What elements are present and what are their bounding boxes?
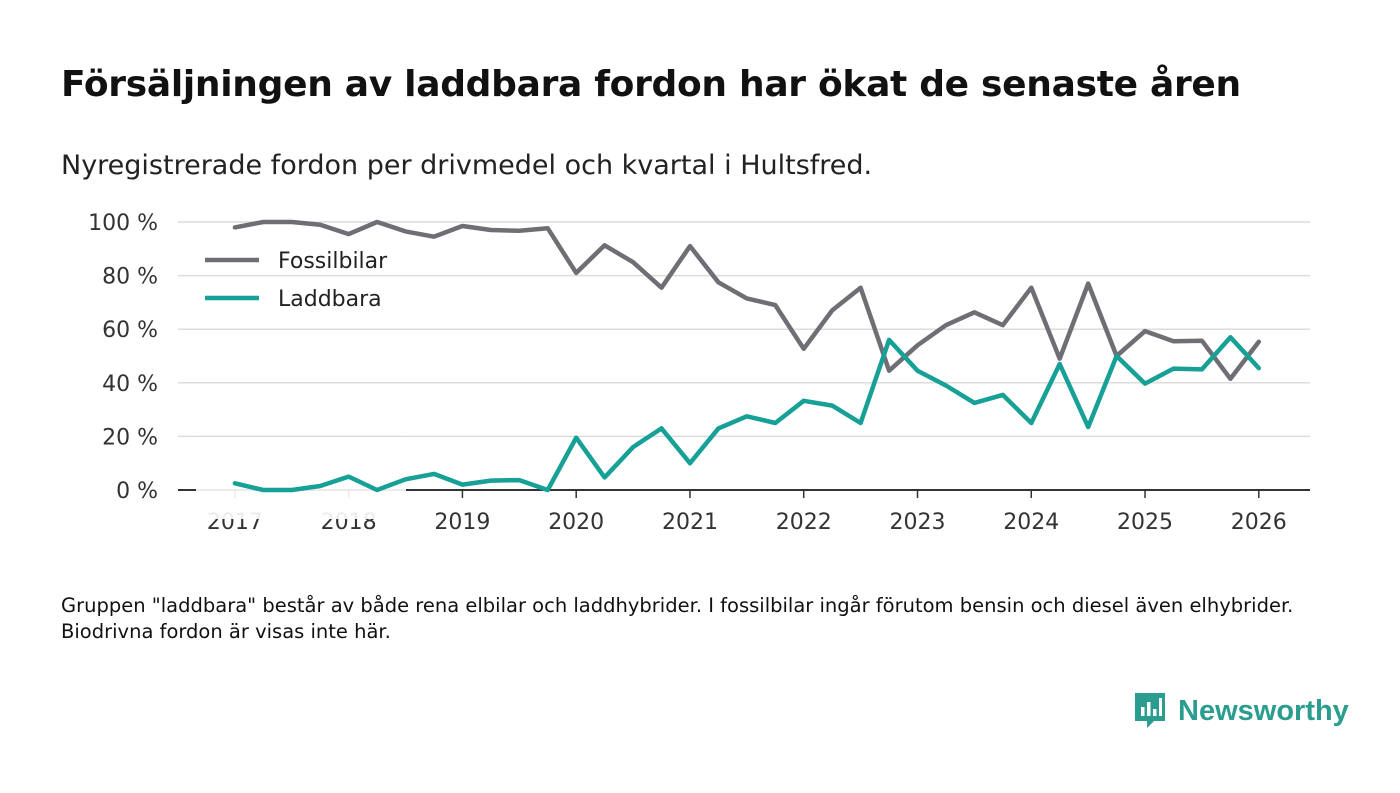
x-tick-label: 2020 [548,510,604,535]
series-line-fossilbilar [232,219,1262,382]
series-line-laddbara [232,334,1262,493]
chart-subtitle: Nyregistrerade fordon per drivmedel och … [61,150,873,181]
x-tick-label: 2021 [662,510,718,535]
x-tick-label: 2025 [1117,510,1173,535]
y-tick-label: 60 % [102,318,158,343]
legend-label-fossilbilar: Fossilbilar [278,249,388,274]
x-tick-label: 2019 [434,510,490,535]
grid-layer [178,221,1310,438]
legend [196,437,406,519]
legend-label-laddbara: Laddbara [278,287,382,312]
x-tick-label: 2023 [889,510,945,535]
newsworthy-logo-icon [1135,693,1165,728]
brand[interactable]: Newsworthy [1132,690,1349,732]
brand-name: Newsworthy [1178,694,1349,727]
line-chart: 0 %20 %40 %60 %80 %100 %2017 2018 2019 2020… [88,211,1310,535]
series-layer [232,219,1262,493]
x-tick-label: 2024 [1003,510,1059,535]
y-tick-label: 80 % [102,265,158,290]
legend-background [196,437,406,519]
footnote: Gruppen "laddbara" består av både rena e… [61,594,1294,643]
y-tick-label: 100 % [88,211,158,236]
x-tick-label: 2022 [776,510,832,535]
y-tick-label: 20 % [102,425,158,450]
legend-items: Fossilbilar Laddbara [205,249,388,312]
y-tick-label: 40 % [102,372,158,397]
y-tick-label: 0 % [116,479,158,504]
x-tick-label: 2026 [1231,510,1287,535]
chart-title: Försäljningen av laddbara fordon har öka… [61,64,1241,105]
axis-layer: 0 %20 %40 %60 %80 %100 %2017 2018 2019 2020… [88,211,1310,535]
